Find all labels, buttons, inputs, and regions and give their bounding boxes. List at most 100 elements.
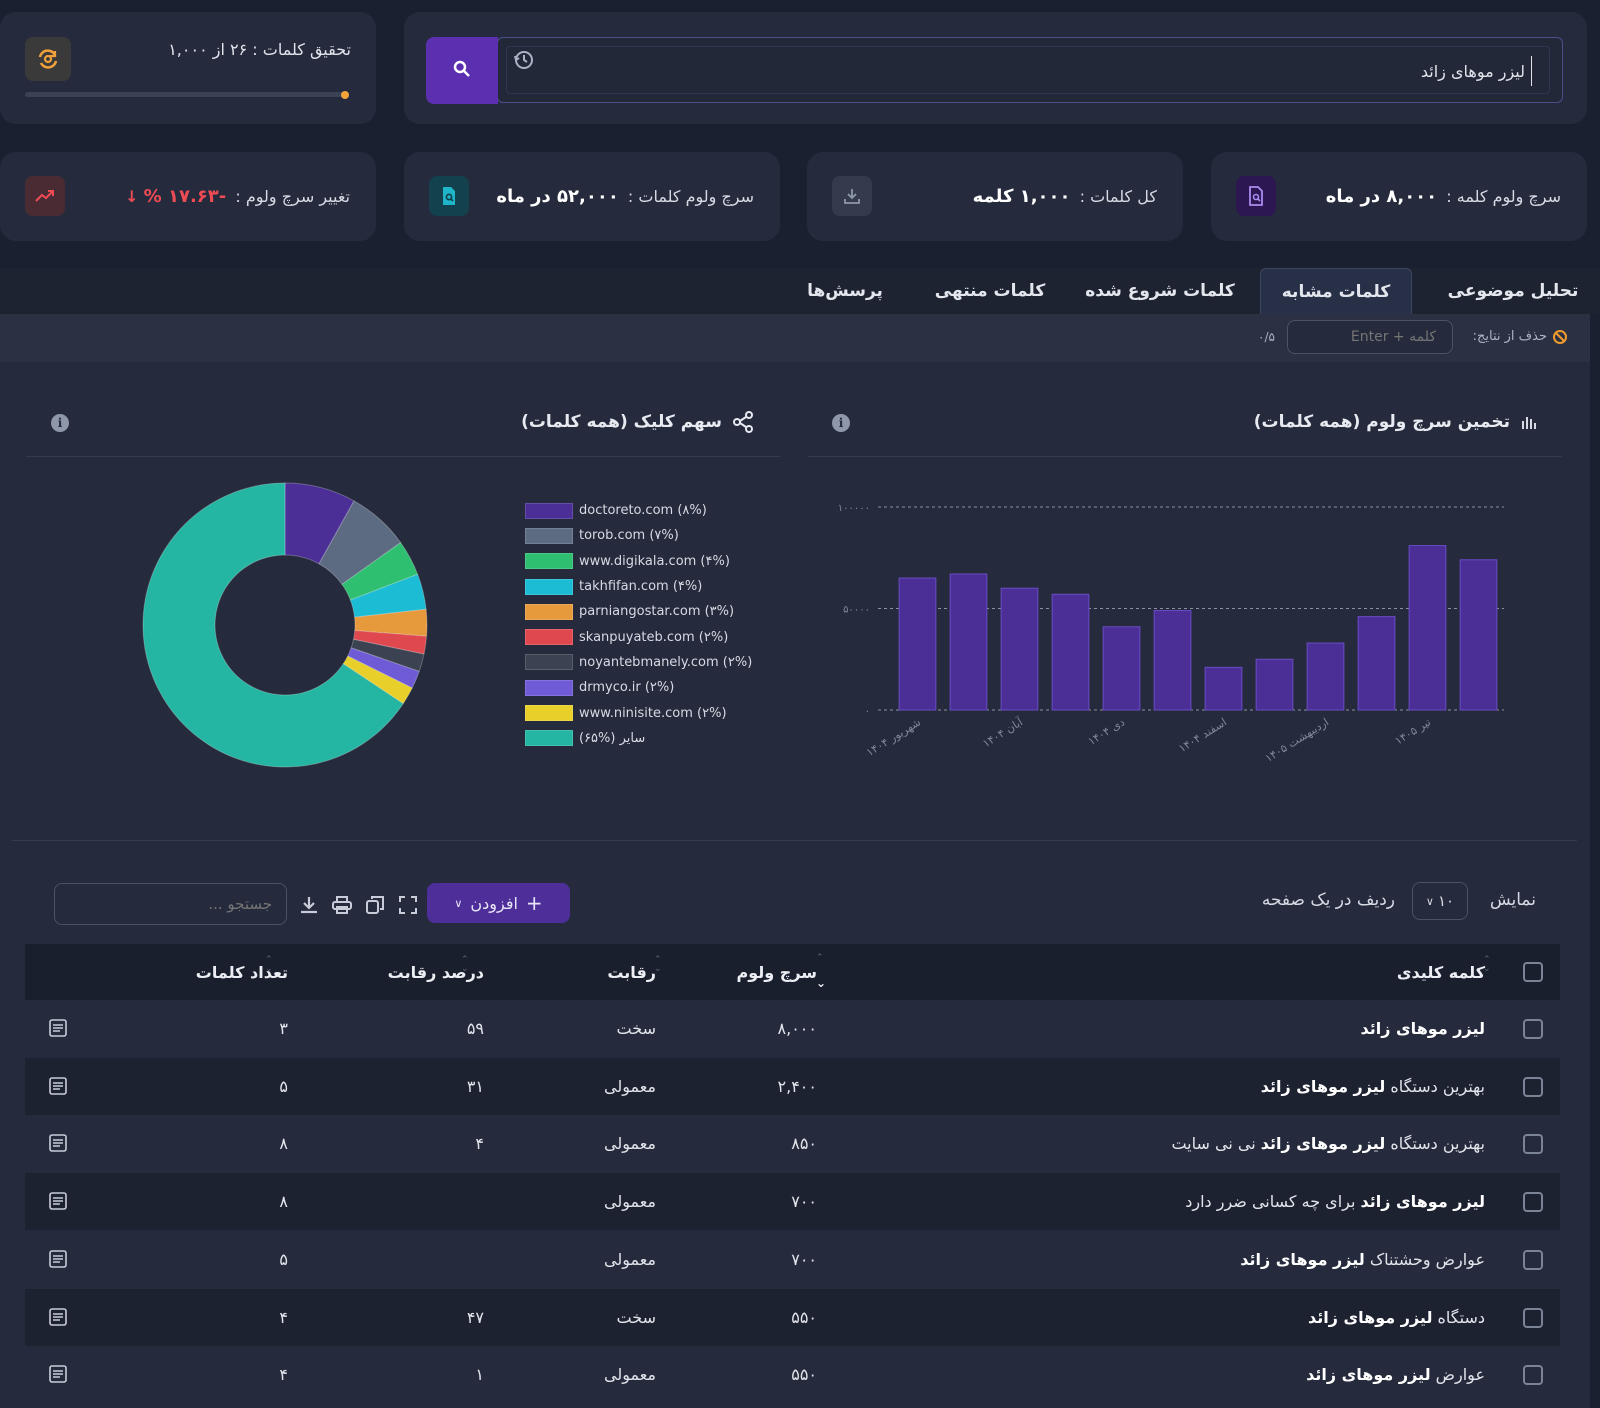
table-row[interactable]: عوارض وحشتناک لیزر موهای زائد ۷۰۰ معمولی ۵: [25, 1230, 1560, 1288]
tab-similar-words[interactable]: کلمات مشابه: [1260, 268, 1412, 314]
download-icon[interactable]: [832, 176, 872, 216]
volume-cell: ۷۰۰: [791, 1192, 817, 1212]
header-volume[interactable]: سرچ ولوم: [736, 962, 818, 982]
sort-icon[interactable]: ⌃ ⌄: [1483, 955, 1491, 974]
sort-icon[interactable]: ⌃: [816, 953, 824, 963]
legend-item[interactable]: takhfifan.com (۴%): [525, 574, 752, 599]
row-checkbox[interactable]: [1523, 1134, 1543, 1155]
header-competition-percent[interactable]: درصد رقابت: [387, 962, 484, 982]
bar: [1255, 658, 1294, 711]
add-button[interactable]: + افزودن ∨: [427, 883, 570, 923]
row-checkbox[interactable]: [1523, 1019, 1543, 1039]
details-icon[interactable]: [49, 1307, 67, 1326]
info-icon[interactable]: i: [51, 414, 69, 432]
info-icon[interactable]: i: [832, 414, 850, 432]
sort-desc-icon[interactable]: ⌄: [816, 976, 827, 990]
x-tick-label: اردیبهشت ۱۴۰۵: [1263, 716, 1331, 765]
print-icon[interactable]: [330, 893, 354, 917]
volume-cell: ۷۰۰: [791, 1249, 817, 1269]
details-icon[interactable]: [49, 1134, 67, 1153]
table-row[interactable]: عوارض لیزر موهای زائد ۵۵۰ معمولی ۱ ۴: [25, 1346, 1560, 1404]
table-row[interactable]: بهترین دستگاه لیزر موهای زائد ۲,۴۰۰ معمولی…: [25, 1057, 1560, 1115]
arrow-down-icon: ↓: [125, 187, 139, 206]
legend-item[interactable]: skanpuyateb.com (۲%): [525, 624, 752, 649]
details-icon[interactable]: [49, 1192, 67, 1210]
search-input[interactable]: [832, 56, 1532, 86]
table-row[interactable]: لیزر موهای زائد برای چه کسانی ضرر دارد ۷۰…: [25, 1173, 1560, 1231]
sort-icon[interactable]: ⌃ ⌄: [265, 955, 273, 974]
keyword-cell: لیزر موهای زائد: [1360, 1019, 1486, 1038]
history-icon[interactable]: [512, 48, 536, 72]
search-button[interactable]: [426, 37, 498, 104]
legend-item[interactable]: www.digikala.com (۴%): [525, 549, 752, 574]
row-checkbox[interactable]: [1523, 1076, 1543, 1097]
x-tick-label: تیر ۱۴۰۵: [1393, 716, 1433, 748]
tab-ending-words[interactable]: کلمات منتهی: [934, 281, 1046, 301]
details-icon[interactable]: [49, 1019, 67, 1037]
research-progress-fill: [340, 90, 349, 99]
x-tick-label: اسفند ۱۴۰۴: [1176, 716, 1229, 756]
legend-label: doctoreto.com (۸%): [579, 503, 707, 519]
row-checkbox[interactable]: [1523, 1365, 1543, 1386]
copy-icon[interactable]: [363, 893, 387, 917]
divider: [26, 456, 780, 457]
table-search-input[interactable]: [54, 883, 287, 925]
legend-item[interactable]: torob.com (۷%): [525, 523, 752, 548]
row-checkbox[interactable]: [1523, 1192, 1543, 1213]
x-tick-label: آبان ۱۴۰۴: [980, 714, 1026, 750]
details-icon[interactable]: [49, 1365, 67, 1383]
table-row[interactable]: بهترین دستگاه لیزر موهای زائد نی نی سایت…: [25, 1115, 1560, 1173]
stat-value: -۱۷.۶۳ %: [143, 186, 227, 207]
stat-card-volume-change: تغییر سرچ ولوم : -۱۷.۶۳ % ↓: [0, 152, 376, 241]
legend-item[interactable]: doctoreto.com (۸%): [525, 498, 752, 523]
search-box[interactable]: [497, 37, 1563, 103]
details-icon[interactable]: [49, 1249, 67, 1268]
details-icon[interactable]: [49, 1076, 67, 1095]
table-row[interactable]: دستگاه لیزر موهای زائد ۵۵۰ سخت ۴۷ ۴: [25, 1288, 1560, 1346]
competition-cell: معمولی: [603, 1134, 656, 1154]
share-chart-title-text: سهم کلیک (همه کلمات): [521, 412, 722, 432]
volume-cell: ۸۵۰: [791, 1134, 817, 1154]
sort-icon[interactable]: ⌃ ⌄: [654, 955, 662, 974]
tab-topic-analysis[interactable]: تحلیل موضوعی: [1447, 281, 1579, 301]
sort-icon[interactable]: ⌃ ⌄: [461, 955, 469, 974]
y-tick-label: ۰: [865, 706, 870, 717]
legend-item[interactable]: parniangostar.com (۳%): [525, 599, 752, 624]
page-size-select[interactable]: ∨ ۱۰: [1412, 882, 1468, 920]
table-row[interactable]: لیزر موهای زائد ۸,۰۰۰ سخت ۵۹ ۳: [25, 1000, 1560, 1057]
legend-swatch: [525, 502, 573, 519]
y-tick-label: ۵۰۰۰۰: [843, 605, 870, 616]
stat-label: تغییر سرچ ولوم :: [235, 187, 350, 206]
legend-item[interactable]: www.ninisite.com (۲%): [525, 700, 752, 725]
competition-percent-cell: ۳۱: [466, 1076, 484, 1096]
donut-slice: [318, 500, 402, 586]
legend-swatch: [525, 654, 573, 671]
donut-slice: [352, 630, 428, 655]
legend-label: skanpuyateb.com (۲%): [579, 629, 729, 645]
header-keyword[interactable]: کلمه کلیدی: [1396, 962, 1485, 982]
refresh-icon[interactable]: [25, 37, 71, 81]
competition-cell: سخت: [616, 1019, 656, 1038]
row-checkbox[interactable]: [1523, 1307, 1543, 1328]
donut-slice: [142, 482, 404, 768]
stat-card-keyword-volume: سرچ ولوم کلمه : ۸,۰۰۰ در ماه: [1211, 152, 1587, 241]
donut-slice: [341, 541, 419, 601]
exclude-input[interactable]: [1287, 320, 1453, 354]
bar: [1459, 559, 1498, 711]
row-checkbox[interactable]: [1523, 1249, 1543, 1270]
competition-cell: معمولی: [603, 1365, 656, 1385]
stat-label: سرچ ولوم کلمه :: [1446, 187, 1561, 206]
legend-item[interactable]: سایر (%۶۵): [525, 726, 752, 751]
fullscreen-icon[interactable]: [396, 893, 420, 917]
download-icon[interactable]: [297, 893, 321, 917]
select-all-checkbox[interactable]: [1523, 962, 1543, 982]
legend-item[interactable]: noyantebmanely.com (۲%): [525, 650, 752, 675]
header-competition[interactable]: رقابت: [607, 962, 656, 982]
header-word-count[interactable]: تعداد کلمات: [195, 962, 288, 982]
tab-starting-words[interactable]: کلمات شروع شده: [1085, 281, 1235, 301]
plus-icon: +: [525, 891, 543, 915]
competition-percent-cell: ۱: [475, 1365, 484, 1385]
tab-questions[interactable]: پرسش‌ها: [807, 281, 883, 301]
legend-swatch: [525, 603, 573, 620]
legend-item[interactable]: drmyco.ir (۲%): [525, 675, 752, 700]
